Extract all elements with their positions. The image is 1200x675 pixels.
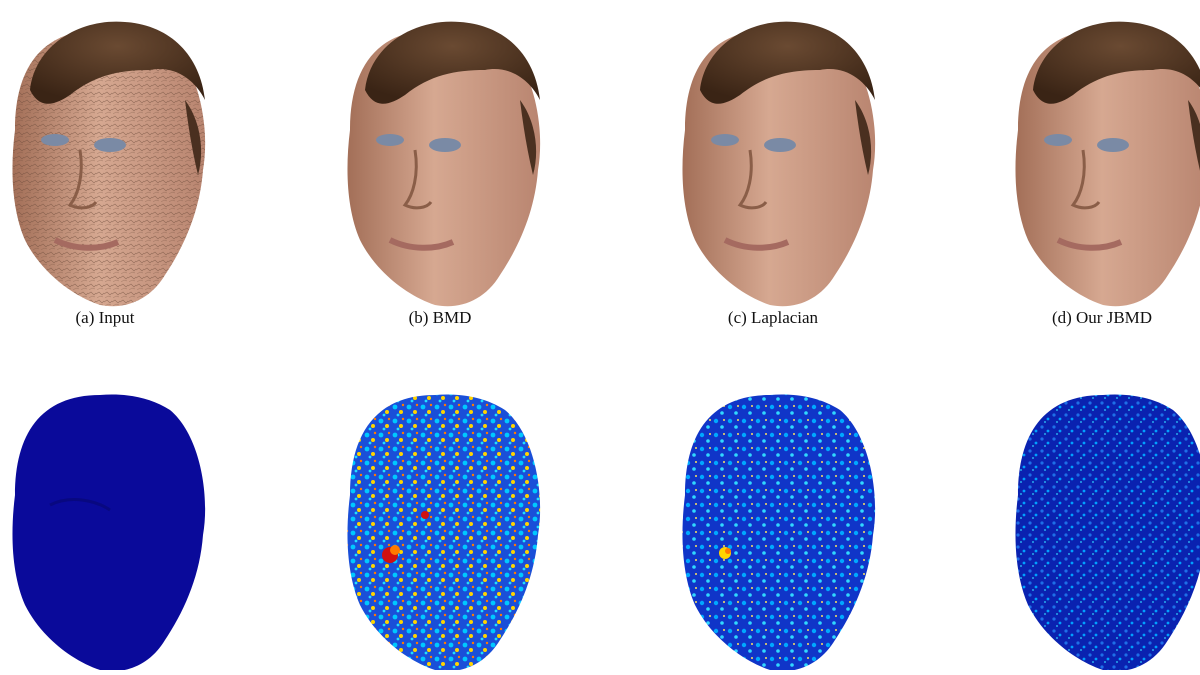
caption-bmd: (b) BMD — [408, 308, 472, 327]
face-jbmd — [1015, 21, 1200, 307]
face-laplacian — [682, 21, 876, 307]
heatmap-input — [12, 394, 206, 672]
caption-input: (a) Input — [75, 308, 135, 327]
heatmap-laplacian — [682, 394, 876, 672]
heatmap-bmd — [347, 394, 541, 672]
caption-laplacian: (c) Laplacian — [727, 308, 819, 327]
face-input — [12, 21, 206, 307]
face-bmd — [347, 21, 541, 307]
caption-jbmd: (d) Our JBMD — [1051, 308, 1153, 327]
heatmap-jbmd — [1015, 394, 1200, 672]
